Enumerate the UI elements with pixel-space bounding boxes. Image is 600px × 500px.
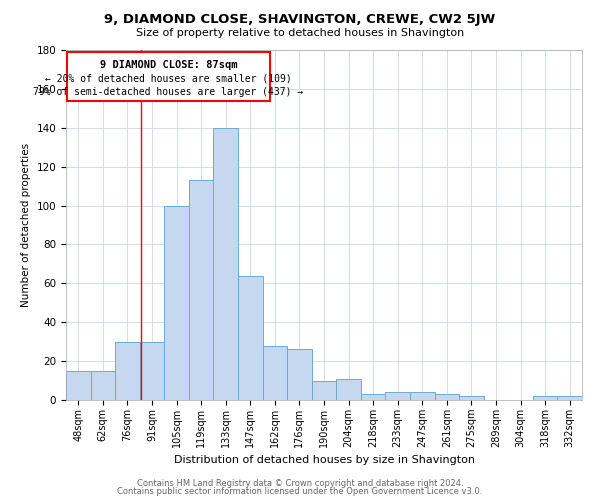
Bar (459, 396, 484, 400)
Text: Size of property relative to detached houses in Shavington: Size of property relative to detached ho… (136, 28, 464, 38)
Bar (115, 342, 140, 400)
Bar (312, 380, 336, 400)
Bar (287, 350, 312, 400)
Bar (238, 276, 263, 400)
Bar (434, 394, 459, 400)
Bar (91, 371, 115, 400)
Text: Contains HM Land Registry data © Crown copyright and database right 2024.: Contains HM Land Registry data © Crown c… (137, 478, 463, 488)
Bar (140, 342, 164, 400)
Bar (263, 346, 287, 400)
Bar (214, 128, 238, 400)
Text: Contains public sector information licensed under the Open Government Licence v3: Contains public sector information licen… (118, 487, 482, 496)
Text: 9, DIAMOND CLOSE, SHAVINGTON, CREWE, CW2 5JW: 9, DIAMOND CLOSE, SHAVINGTON, CREWE, CW2… (104, 12, 496, 26)
Bar (361, 394, 385, 400)
Bar (533, 396, 557, 400)
Text: ← 20% of detached houses are smaller (109): ← 20% of detached houses are smaller (10… (45, 74, 292, 84)
Bar (385, 392, 410, 400)
Text: 79% of semi-detached houses are larger (437) →: 79% of semi-detached houses are larger (… (34, 87, 304, 97)
Bar (66, 371, 91, 400)
Bar (557, 396, 582, 400)
Bar (410, 392, 434, 400)
Bar (164, 206, 189, 400)
X-axis label: Distribution of detached houses by size in Shavington: Distribution of detached houses by size … (173, 456, 475, 466)
Text: 9 DIAMOND CLOSE: 87sqm: 9 DIAMOND CLOSE: 87sqm (100, 60, 238, 70)
Bar (189, 180, 214, 400)
FancyBboxPatch shape (67, 52, 270, 100)
Bar (336, 378, 361, 400)
Y-axis label: Number of detached properties: Number of detached properties (21, 143, 31, 307)
